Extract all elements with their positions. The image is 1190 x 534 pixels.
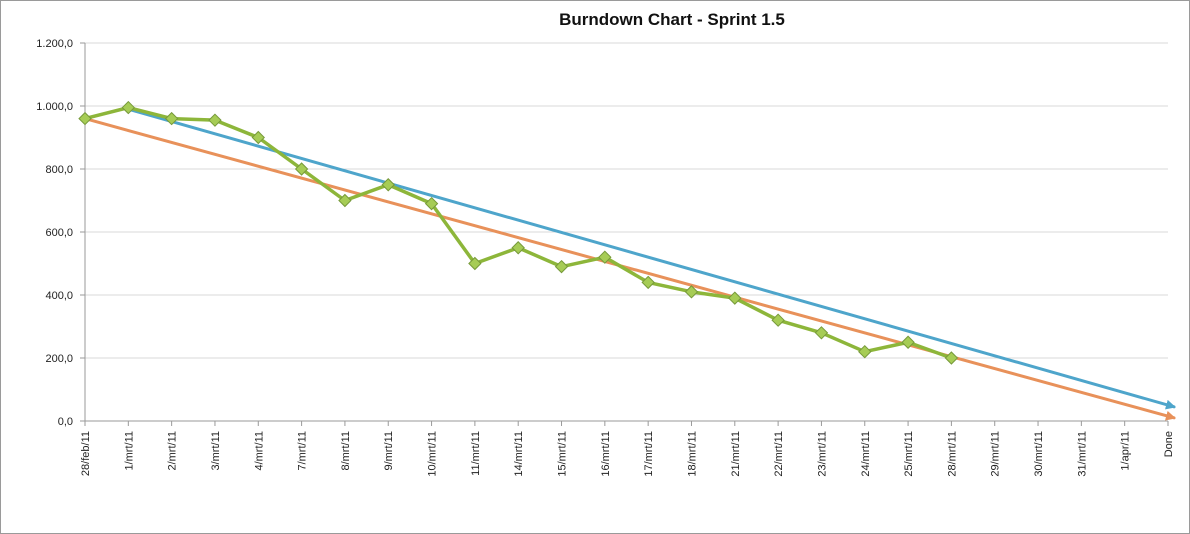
data-point bbox=[164, 111, 179, 126]
data-point bbox=[684, 285, 699, 299]
data-point bbox=[728, 291, 742, 305]
x-tick-label: 31/mrt/11 bbox=[1076, 431, 1088, 477]
data-point bbox=[901, 335, 915, 349]
data-point bbox=[208, 113, 222, 127]
y-tick-label: 400,0 bbox=[45, 290, 73, 302]
x-tick-label: 28/mrt/11 bbox=[946, 431, 958, 477]
chart-title: Burndown Chart - Sprint 1.5 bbox=[559, 10, 785, 29]
y-tick-labels: 0,0 200,0 400,0 600,0 800,0 1.000,0 1.200,0 bbox=[36, 38, 73, 428]
data-series bbox=[78, 100, 959, 365]
x-tick-label: 28/feb/11 bbox=[80, 431, 92, 476]
y-tick-label: 800,0 bbox=[45, 164, 73, 176]
x-tick-label: 8/mrt/11 bbox=[340, 431, 352, 471]
x-tick-label: 9/mrt/11 bbox=[383, 431, 395, 471]
data-point bbox=[381, 178, 395, 192]
y-tick-label: 1.200,0 bbox=[36, 38, 73, 50]
data-point bbox=[338, 193, 352, 208]
data-point bbox=[424, 196, 439, 211]
x-tick-label: 17/mrt/11 bbox=[643, 431, 655, 477]
data-point bbox=[554, 259, 569, 274]
grid-lines bbox=[85, 42, 1168, 359]
data-point bbox=[511, 241, 525, 255]
x-tick-label: 2/mrt/11 bbox=[167, 431, 179, 471]
x-tick-label: 11/mrt/11 bbox=[470, 431, 482, 476]
x-tick-label: 18/mrt/11 bbox=[686, 431, 698, 477]
x-tick-label: Done bbox=[1163, 431, 1175, 457]
data-point bbox=[294, 162, 309, 176]
x-tick-label: 23/mrt/11 bbox=[816, 431, 828, 477]
data-point bbox=[814, 326, 829, 340]
data-point bbox=[944, 351, 959, 365]
x-tick-label: 30/mrt/11 bbox=[1033, 431, 1045, 477]
x-tick-label: 1/apr/11 bbox=[1120, 431, 1132, 471]
x-tick-label: 4/mrt/11 bbox=[253, 431, 265, 471]
data-point bbox=[598, 250, 612, 264]
y-tick-label: 200,0 bbox=[45, 353, 73, 365]
y-tick-label: 600,0 bbox=[45, 227, 73, 239]
x-tick-labels: 28/feb/11 1/mrt/11 2/mrt/11 3/mrt/11 4/mrt/1… bbox=[80, 431, 1175, 477]
data-point bbox=[771, 313, 785, 327]
x-tick-label: 25/mrt/11 bbox=[903, 431, 915, 477]
x-tick-label: 10/mrt/11 bbox=[427, 431, 439, 477]
data-point bbox=[858, 344, 872, 359]
data-point bbox=[468, 256, 482, 271]
x-tick-label: 29/mrt/11 bbox=[990, 431, 1002, 477]
x-tick-label: 24/mrt/11 bbox=[860, 431, 872, 477]
data-point bbox=[78, 111, 92, 126]
trend-lines bbox=[83, 107, 1176, 421]
data-point bbox=[251, 130, 265, 145]
x-tick-label: 22/mrt/11 bbox=[773, 431, 785, 477]
data-point bbox=[641, 275, 655, 290]
x-tick-label: 1/mrt/11 bbox=[123, 431, 135, 471]
x-tick-label: 15/mrt/11 bbox=[557, 431, 569, 477]
x-tick-label: 3/mrt/11 bbox=[210, 431, 222, 471]
x-tick-label: 16/mrt/11 bbox=[600, 431, 612, 477]
data-point bbox=[121, 100, 136, 115]
trend-line-2 bbox=[126, 107, 1176, 410]
x-tick-label: 21/mrt/11 bbox=[730, 431, 742, 477]
y-tick-label: 1.000,0 bbox=[36, 101, 73, 113]
axes bbox=[80, 42, 1169, 426]
trend-line-1 bbox=[83, 117, 1176, 421]
y-tick-label: 0,0 bbox=[58, 416, 73, 428]
x-tick-label: 7/mrt/11 bbox=[297, 431, 309, 471]
x-tick-label: 14/mrt/11 bbox=[513, 431, 525, 477]
